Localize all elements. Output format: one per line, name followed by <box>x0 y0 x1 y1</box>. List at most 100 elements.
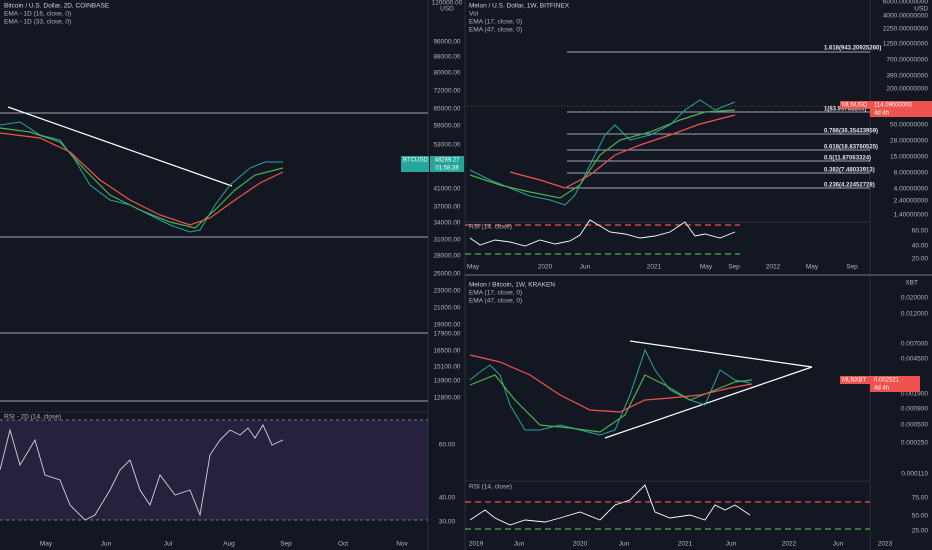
axis-label: 1.40000000 <box>894 212 929 219</box>
axis-label: 41000.00 <box>433 186 460 193</box>
axis-label: 65000.00 <box>433 106 460 113</box>
axis-label: 0.000500 <box>901 422 928 429</box>
time-label: Jun <box>619 541 630 548</box>
axis-label: 75.00 <box>912 495 929 502</box>
axis-label: 59000.00 <box>433 123 460 130</box>
rsi-band <box>0 420 428 520</box>
axis-label: 15.00000000 <box>890 154 928 161</box>
axis-label: 19000.00 <box>433 322 460 329</box>
axis-label: 30.00 <box>439 519 456 526</box>
rsi-title: RSI (14, close) <box>469 484 512 491</box>
indicator-label: EMA (47, close, 0) <box>469 298 522 305</box>
time-label: May <box>806 264 819 271</box>
fib-label: 0.236(4.22452728) <box>824 183 875 189</box>
time-label: May <box>467 264 480 271</box>
chart-title: Bitcoin / U.S. Dollar, 2D, COINBASE <box>4 3 110 10</box>
price-badge <box>870 376 920 392</box>
trend-line <box>7 106 233 187</box>
fib-label: 0.618(18.83760525) <box>824 145 878 151</box>
axis-label: 1250.00000000 <box>883 41 929 48</box>
ema-fast <box>469 109 736 199</box>
chart-title: Melon / Bitcoin, 1W, KRAKEN <box>469 282 555 289</box>
axis-label: 0.000110 <box>901 471 928 478</box>
left-panel <box>0 0 428 550</box>
axis-label: 72000.00 <box>433 88 460 95</box>
axis-label: 0.000250 <box>901 440 928 447</box>
time-label: Jul <box>164 541 173 548</box>
rsi-title: RSI - 2D (14, close) <box>4 414 61 421</box>
time-label: Jun <box>726 541 737 548</box>
axis-label: 31000.00 <box>433 237 460 244</box>
indicator-label: Vol <box>469 11 479 18</box>
badge-price: 48289.27 <box>434 158 460 164</box>
axis-label: 0.001900 <box>901 391 928 398</box>
axis-label: 53000.00 <box>433 142 460 149</box>
time-label: May <box>40 541 53 548</box>
time-label: 2019 <box>469 541 484 548</box>
time-label: Sep <box>280 541 292 548</box>
axis-label: 700.00000000 <box>886 57 928 64</box>
badge-symbol: MLNUSD <box>842 103 868 109</box>
axis-label: 28.00000000 <box>890 138 928 145</box>
axis-label: 2.40000000 <box>894 198 929 205</box>
time-label: Sep <box>846 264 858 271</box>
rsi-line <box>0 424 284 521</box>
time-label: 2021 <box>647 264 662 271</box>
ema-slow <box>469 354 753 413</box>
badge-price: 0.002521 <box>874 378 900 384</box>
axis-label: 50.00000000 <box>890 122 928 129</box>
fib-label: 1.618(943.20925260) <box>824 46 881 52</box>
axis-label: 4.00000000 <box>894 186 929 193</box>
indicator-label: EMA (17, close, 0) <box>469 19 522 26</box>
time-label: 2020 <box>573 541 588 548</box>
axis-label: 200.00000000 <box>886 86 928 93</box>
axis-label: 120000.00 <box>432 0 463 7</box>
axis-label: 25.00 <box>912 528 929 535</box>
axis-label: 37000.00 <box>433 204 460 211</box>
ema-fast <box>469 374 753 433</box>
indicator-label: EMA - 1D (16, close, 0) <box>4 11 71 18</box>
ema-fast <box>0 127 284 229</box>
badge-symbol: MLNXBT <box>842 378 867 384</box>
trend-line <box>604 366 813 439</box>
axis-label: 2250.00000000 <box>883 26 929 33</box>
badge-countdown: 01:58:38 <box>435 166 459 172</box>
time-label: 2021 <box>678 541 693 548</box>
time-label: Sep <box>728 264 740 271</box>
fib-label: 0.5(11.87063324) <box>824 156 871 162</box>
axis-label: 13900.00 <box>433 378 460 385</box>
time-label: 2022 <box>766 264 781 271</box>
time-label: Aug <box>223 541 235 548</box>
time-label: 2022 <box>782 541 797 548</box>
time-label: Jun <box>101 541 112 548</box>
axis-label: 80000.00 <box>433 70 460 77</box>
price-badge <box>840 376 870 384</box>
axis-label: 60.00 <box>912 228 929 235</box>
indicator-label: EMA (47, close, 0) <box>469 27 522 34</box>
time-label: Nov <box>396 541 408 548</box>
price-badge <box>870 101 932 117</box>
rsi-title: RSI (14, close) <box>469 224 512 231</box>
price-line <box>469 348 751 436</box>
axis-label: 0.000900 <box>901 406 928 413</box>
axis-label: 34000.00 <box>433 220 460 227</box>
fib-label: 0.786(36.35433959) <box>824 129 878 135</box>
axis-label: 25000.00 <box>433 271 460 278</box>
ema-slow <box>0 132 284 226</box>
axis-label: 390.00000000 <box>886 73 928 80</box>
currency-label: XBT <box>905 280 918 287</box>
axis-label: 21000.00 <box>433 305 460 312</box>
price-badge <box>401 156 429 172</box>
axis-label: 12800.00 <box>433 395 460 402</box>
axis-label: 0.012000 <box>901 311 928 318</box>
currency-label: USD <box>440 6 454 13</box>
badge-price: 114.09000000 <box>874 103 913 109</box>
trend-line <box>629 340 813 368</box>
time-label: Oct <box>338 541 348 548</box>
time-label: May <box>700 264 713 271</box>
axis-label: 23000.00 <box>433 288 460 295</box>
badge-countdown: 4d 4h <box>874 111 889 117</box>
rsi-line <box>469 484 751 526</box>
